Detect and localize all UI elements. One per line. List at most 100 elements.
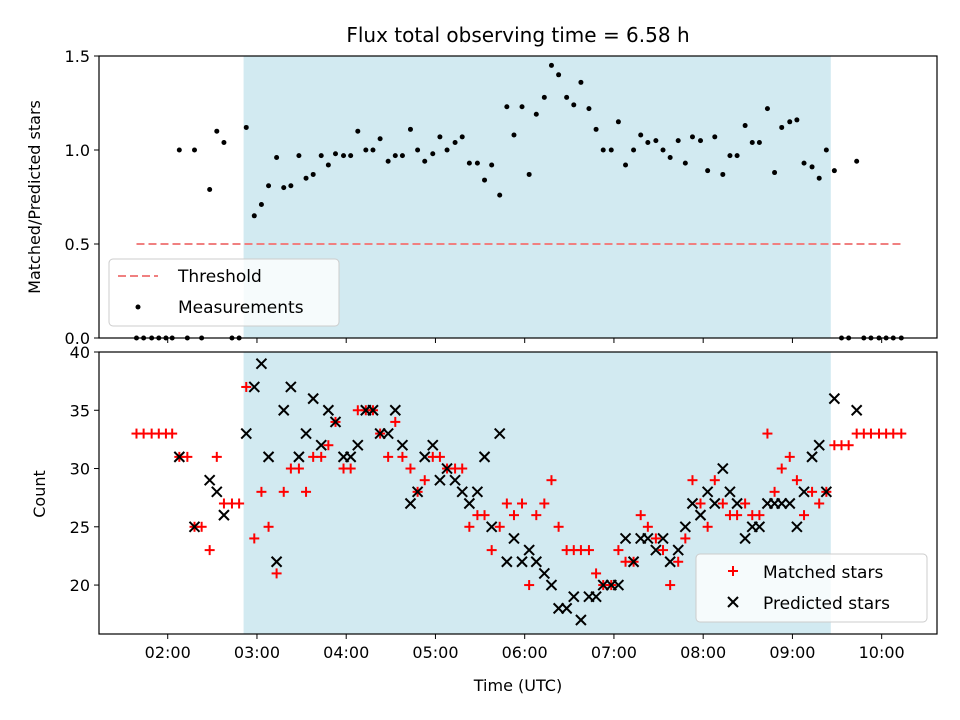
matched-star-point [635,510,646,521]
matched-star-point [263,521,274,532]
bottom-xtick-label: 03:00 [234,643,280,662]
predicted-star-point [538,567,551,580]
top-ylabel: Matched/Predicted stars [25,100,44,294]
predicted-star-point [590,591,602,603]
predicted-star-point [329,416,342,428]
legend-predicted-label: Predicted stars [763,594,890,614]
measurement-point [578,79,584,85]
measurement-point [660,147,666,153]
bottom-ytick-label: 25 [70,518,90,537]
measurement-point [504,104,510,110]
top-ytick-label: 0.5 [65,235,90,254]
matched-star-point [687,475,698,486]
predicted-star-point [300,427,312,440]
measurement-point [385,158,391,164]
predicted-star-point [530,556,543,568]
measurement-point [459,134,465,140]
measurement-point [564,94,570,100]
top-ytick-label: 0.0 [65,329,90,348]
legend-matched-swatch [728,566,738,576]
legend-predicted-swatch [727,596,739,608]
measurement-point [623,162,629,168]
measurement-point [296,153,302,159]
predicted-star-point [664,556,676,568]
matched-star-point [613,545,624,556]
matched-star-point [383,451,394,462]
predicted-star-point [575,614,587,626]
measurement-point [631,147,637,153]
matched-star-point [583,545,594,556]
matched-star-point [464,521,475,532]
predicted-star-point [367,404,379,416]
measurement-point [489,162,495,168]
matched-star-point [316,451,327,462]
predicted-star-point [657,532,669,545]
measurement-point [466,160,472,166]
predicted-star-point [820,486,833,498]
bottom-ytick-label: 30 [70,460,90,479]
measurement-point [682,160,688,166]
measurement-point [511,132,517,138]
matched-star-point [539,498,550,509]
measurement-point [251,213,257,219]
matched-star-point [323,440,334,451]
measurement-point [533,111,539,117]
matched-star-point [650,533,661,544]
matched-star-point [182,451,193,462]
measurement-point [288,183,294,189]
matched-star-point [658,545,669,556]
measurement-point [600,147,606,153]
measurement-point [556,72,562,78]
predicted-star-point [285,381,297,393]
measurement-point [266,183,272,189]
measurement-point [586,106,592,112]
predicted-star-point [560,602,573,615]
matched-star-point [695,498,706,509]
matched-star-point [843,440,854,451]
predicted-star-point [404,497,417,510]
matched-star-point [241,381,252,392]
measurement-point [482,177,488,183]
top-plot-frame [98,55,938,339]
measurement-point [437,134,443,140]
measurement-point [318,153,324,159]
predicted-star-point [545,579,558,591]
bottom-xtick-label: 05:00 [412,643,458,662]
predicted-star-point [523,544,535,556]
matched-star-point [494,521,505,532]
matched-star-point [546,475,557,486]
measurement-point [787,119,793,125]
matched-star-point [762,428,773,439]
measurement-point [207,186,213,192]
matched-star-point [769,486,780,497]
matched-star-point [271,568,282,579]
measurement-point [363,147,369,153]
predicted-star-point [344,451,357,463]
matched-star-point [486,545,497,556]
predicted-star-point [456,486,468,498]
matched-star-point [397,451,408,462]
legend-matched-label: Matched stars [763,563,883,583]
predicted-star-point [516,556,528,568]
predicted-star-point [686,497,699,510]
predicted-star-point [434,474,446,486]
predicted-star-point [419,451,431,463]
predicted-star-point [642,532,654,545]
measurement-point [519,104,525,110]
bottom-legend: Matched stars Predicted stars [695,553,928,623]
measurement-point [675,138,681,144]
predicted-star-point [322,404,335,416]
measurement-point [348,153,354,159]
predicted-star-point [441,462,453,475]
predicted-star-point [619,532,632,545]
matched-star-point [642,521,653,532]
matched-star-point [405,463,416,474]
measurement-point [854,158,860,164]
matched-star-point [457,463,468,474]
measurement-point [310,171,316,177]
matched-star-point [732,510,743,521]
measurement-point [801,160,807,166]
matched-star-point [717,498,728,509]
matched-star-point [740,498,751,509]
